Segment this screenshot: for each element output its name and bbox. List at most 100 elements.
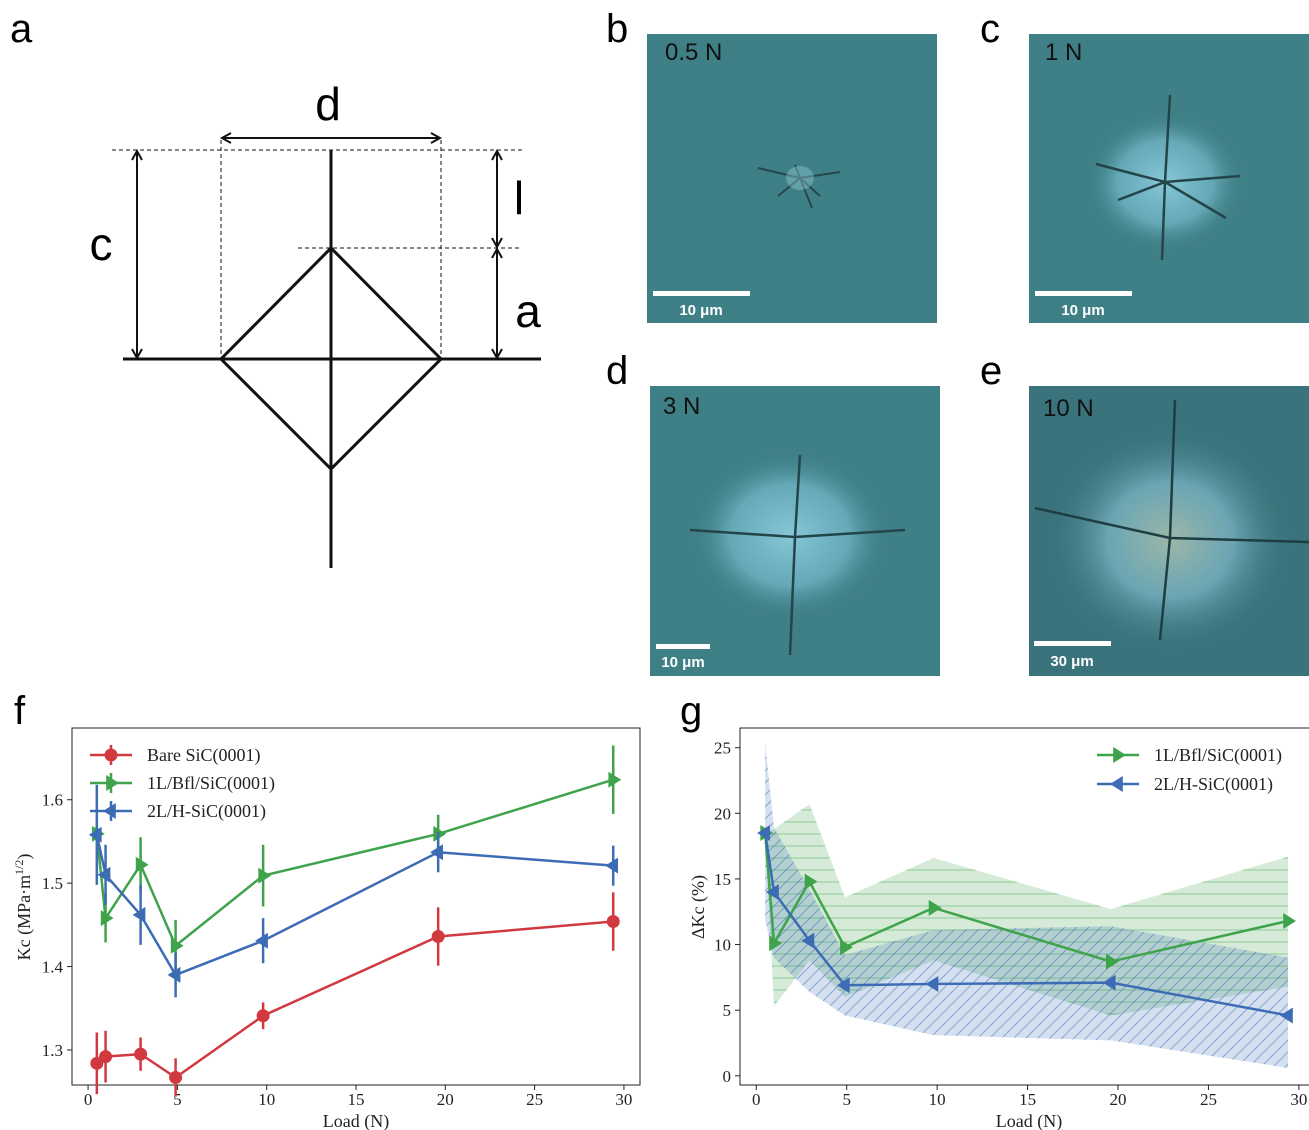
legend-label: Bare SiC(0001) bbox=[147, 745, 260, 766]
image-label: 3 N bbox=[663, 393, 700, 420]
x-tick-label: 30 bbox=[615, 1090, 632, 1109]
y-axis-label-end: ) bbox=[14, 854, 35, 860]
x-axis-label: Load (N) bbox=[996, 1111, 1062, 1130]
data-point bbox=[1105, 953, 1119, 970]
legend-marker bbox=[1110, 776, 1123, 792]
data-point bbox=[925, 975, 939, 992]
y-axis-label-text: Kc (MPa·m bbox=[14, 875, 35, 960]
x-axis-label: Load (N) bbox=[323, 1111, 389, 1130]
data-point bbox=[836, 977, 850, 994]
x-tick-label: 10 bbox=[258, 1090, 275, 1109]
data-point bbox=[606, 915, 620, 929]
panel-label: f bbox=[14, 689, 26, 733]
y-tick-label: 5 bbox=[723, 1001, 732, 1020]
legend-marker bbox=[103, 803, 116, 819]
x-tick-label: 25 bbox=[1200, 1090, 1217, 1109]
data-point bbox=[840, 939, 853, 956]
panel-label: g bbox=[680, 689, 702, 733]
scale-label: 10 μm bbox=[1061, 302, 1104, 319]
panel-label: a bbox=[10, 7, 33, 51]
data-point bbox=[132, 906, 146, 923]
image-label: 10 N bbox=[1043, 395, 1094, 422]
data-point bbox=[100, 910, 114, 927]
y-tick-label: 25 bbox=[714, 739, 731, 758]
legend-marker bbox=[104, 748, 118, 762]
data-point bbox=[757, 825, 770, 841]
micrograph: 10 N 30 μm bbox=[1029, 386, 1309, 676]
data-point bbox=[99, 1050, 113, 1064]
data-point bbox=[1102, 974, 1116, 991]
x-tick-label: 30 bbox=[1290, 1090, 1307, 1109]
x-tick-label: 5 bbox=[173, 1090, 182, 1109]
y-axis-label-sup: 1/2 bbox=[12, 860, 26, 875]
micrograph: 1 N 10 μm bbox=[1029, 34, 1309, 323]
panel-label: d bbox=[606, 349, 628, 393]
scale-label: 10 μm bbox=[679, 302, 722, 319]
x-tick-label: 15 bbox=[348, 1090, 365, 1109]
x-tick-label: 0 bbox=[84, 1090, 93, 1109]
data-point bbox=[169, 1070, 183, 1084]
data-point bbox=[255, 932, 268, 949]
image-label: 0.5 N bbox=[665, 39, 722, 66]
data-point bbox=[1283, 912, 1297, 929]
x-tick-label: 0 bbox=[752, 1090, 761, 1109]
legend-label: 1L/Bfl/SiC(0001) bbox=[147, 773, 275, 794]
data-point bbox=[766, 884, 779, 901]
x-tick-label: 20 bbox=[1110, 1090, 1127, 1109]
data-point bbox=[769, 935, 783, 952]
y-tick-label: 1.5 bbox=[42, 874, 63, 893]
diagram-label: a bbox=[515, 285, 541, 337]
panel-label: e bbox=[980, 349, 1002, 393]
data-point bbox=[134, 1047, 148, 1061]
y-tick-label: 0 bbox=[723, 1067, 732, 1086]
data-point bbox=[801, 932, 815, 949]
y-tick-label: 20 bbox=[714, 804, 731, 823]
data-point bbox=[97, 866, 111, 883]
data-point bbox=[431, 930, 445, 944]
panel-label: c bbox=[980, 7, 1000, 51]
diagram-label: l bbox=[514, 172, 524, 224]
y-tick-label: 1.3 bbox=[42, 1041, 63, 1060]
y-axis-label: Kc (MPa·m1/2) bbox=[12, 854, 35, 961]
panel-label: b bbox=[606, 7, 628, 51]
scale-label: 10 μm bbox=[661, 654, 704, 671]
data-point bbox=[928, 899, 942, 916]
data-point bbox=[433, 825, 447, 842]
data-point bbox=[430, 844, 443, 861]
x-tick-label: 5 bbox=[842, 1090, 851, 1109]
y-tick-label: 1.6 bbox=[42, 791, 63, 810]
data-point bbox=[258, 867, 272, 884]
x-tick-label: 10 bbox=[929, 1090, 946, 1109]
y-tick-label: 15 bbox=[714, 870, 731, 889]
micrograph: 0.5 N 10 μm bbox=[647, 34, 937, 323]
y-axis-label-text: ΔKc (%) bbox=[688, 875, 709, 939]
data-point bbox=[256, 1009, 270, 1023]
data-point bbox=[605, 857, 619, 874]
y-tick-label: 10 bbox=[714, 936, 731, 955]
legend-marker bbox=[1113, 747, 1126, 763]
y-tick-label: 1.4 bbox=[42, 958, 64, 977]
data-point bbox=[170, 937, 184, 954]
diagram-label: d bbox=[315, 78, 341, 130]
legend-marker bbox=[106, 775, 119, 791]
y-axis-label: ΔKc (%) bbox=[688, 875, 709, 939]
diagram-label: c bbox=[90, 218, 113, 270]
error-band-hatch bbox=[765, 743, 1289, 1068]
legend-label: 2L/H-SiC(0001) bbox=[147, 801, 266, 822]
micrograph: 3 N 10 μm bbox=[650, 386, 940, 676]
legend-label: 1L/Bfl/SiC(0001) bbox=[1154, 745, 1282, 766]
data-point bbox=[167, 966, 181, 983]
data-point bbox=[804, 873, 818, 890]
image-label: 1 N bbox=[1045, 39, 1082, 66]
data-point bbox=[135, 856, 149, 873]
scale-label: 30 μm bbox=[1050, 653, 1093, 670]
indent-diagram: d c l a bbox=[90, 78, 541, 568]
x-tick-label: 15 bbox=[1019, 1090, 1036, 1109]
series-line bbox=[95, 834, 614, 977]
plot-frame bbox=[739, 727, 1309, 1086]
data-point bbox=[88, 826, 102, 843]
data-point bbox=[608, 771, 622, 788]
data-point bbox=[1280, 1007, 1293, 1024]
